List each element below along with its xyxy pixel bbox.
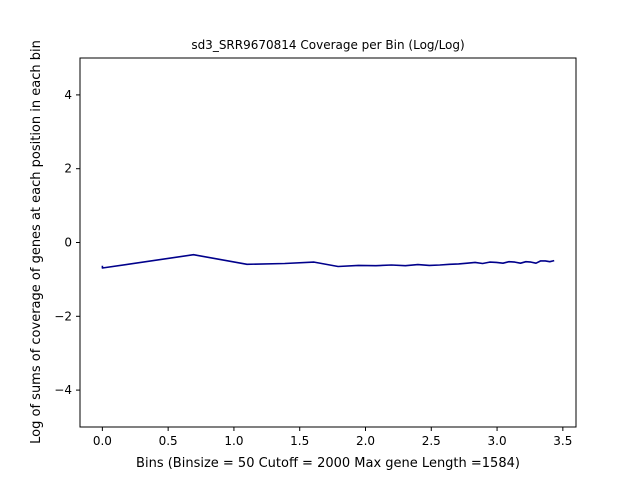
x-tick-label: 0.5 xyxy=(159,434,178,448)
plot-area: 0.0 0.5 1.0 1.5 2.0 2.5 3.0 3.5 −4 −2 0 2 4 xyxy=(54,57,577,448)
series-layer xyxy=(101,253,555,269)
y-tick-label: 0 xyxy=(64,236,72,250)
y-tick-label: −4 xyxy=(54,383,72,397)
y-tick-label: −2 xyxy=(54,309,72,323)
plot-frame xyxy=(79,57,577,428)
x-axis-label: Bins (Binsize = 50 Cutoff = 2000 Max gen… xyxy=(136,456,520,471)
chart-title: sd3_SRR9670814 Coverage per Bin (Log/Log… xyxy=(191,38,464,52)
x-tick-label: 3.0 xyxy=(488,434,507,448)
y-tick-label: 4 xyxy=(64,88,72,102)
x-tick-label: 1.5 xyxy=(290,434,309,448)
y-tick-label: 2 xyxy=(64,162,72,176)
y-axis-label: Log of sums of coverage of genes at each… xyxy=(29,40,44,444)
x-tick-label: 0.0 xyxy=(93,434,112,448)
x-tick-label: 3.5 xyxy=(553,434,572,448)
x-tick-label: 2.5 xyxy=(422,434,441,448)
x-axis: 0.0 0.5 1.0 1.5 2.0 2.5 3.0 3.5 xyxy=(93,427,572,448)
x-tick-label: 2.0 xyxy=(356,434,375,448)
x-tick-label: 1.0 xyxy=(224,434,243,448)
y-axis: −4 −2 0 2 4 xyxy=(54,88,80,397)
coverage-series-line xyxy=(101,253,555,269)
